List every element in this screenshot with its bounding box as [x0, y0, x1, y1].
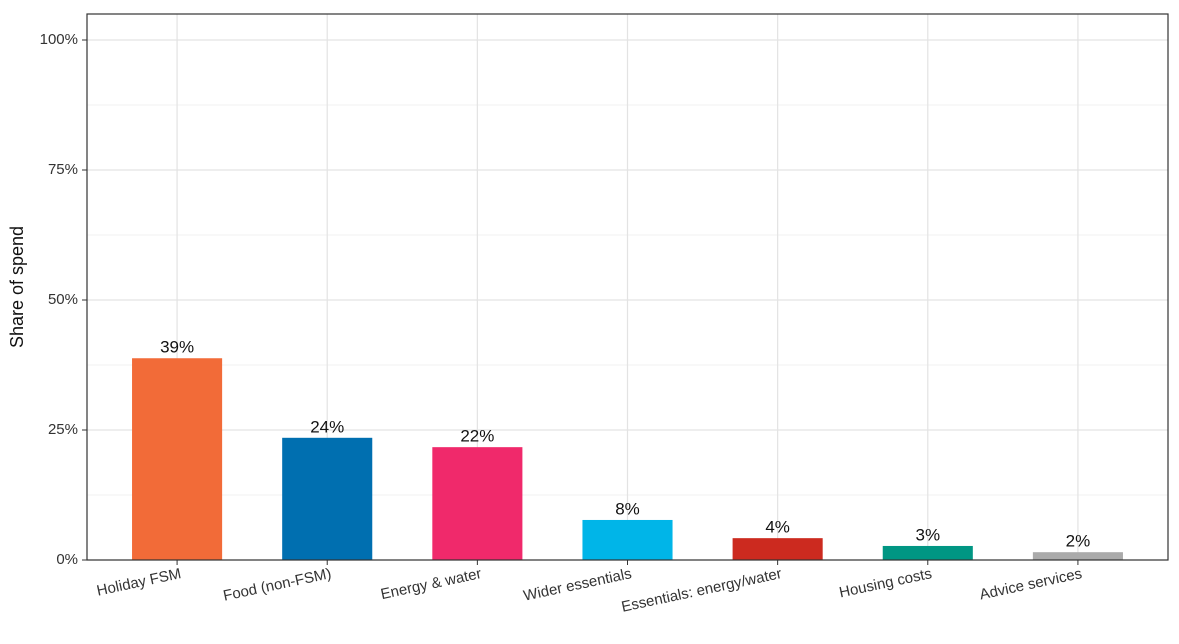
value-label: 2%	[1066, 532, 1091, 551]
bar	[582, 519, 673, 560]
bar	[1032, 552, 1123, 560]
bar	[732, 538, 823, 560]
bar	[882, 545, 973, 560]
bar	[282, 437, 373, 560]
panel-border	[86, 13, 1169, 561]
bar	[432, 447, 523, 560]
value-label: 22%	[460, 427, 494, 446]
y-tick-label: 50%	[48, 291, 78, 308]
value-label: 3%	[915, 525, 940, 544]
value-label: 39%	[160, 338, 194, 357]
y-axis-title: Share of spend	[7, 226, 27, 348]
value-label: 4%	[765, 518, 790, 537]
y-tick-label: 75%	[48, 161, 78, 178]
y-tick-label: 25%	[48, 421, 78, 438]
y-tick-label: 0%	[56, 551, 78, 568]
y-tick-label: 100%	[40, 31, 78, 48]
bar	[132, 358, 223, 560]
value-label: 24%	[310, 417, 344, 436]
value-label: 8%	[615, 499, 640, 518]
